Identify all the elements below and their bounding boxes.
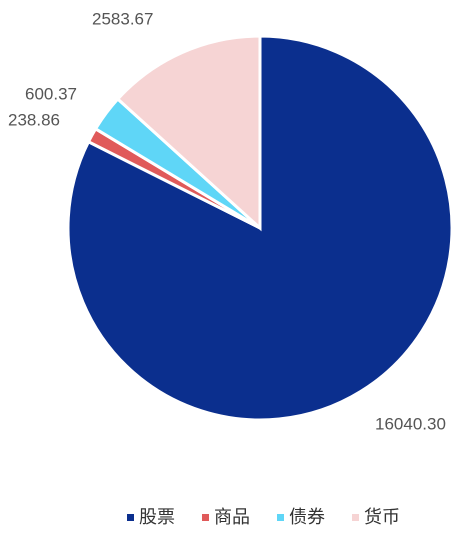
data-label: 238.86: [8, 110, 60, 129]
legend-swatch: [202, 514, 209, 521]
legend-swatch: [277, 514, 284, 521]
legend-label: 商品: [214, 507, 250, 527]
legend-swatch: [127, 514, 134, 521]
legend-label: 股票: [139, 507, 175, 527]
legend-label: 债券: [289, 507, 325, 527]
data-label: 600.37: [25, 84, 77, 103]
legend-label: 货币: [364, 507, 400, 527]
pie-slice: [115, 34, 262, 232]
data-label: 16040.30: [375, 414, 446, 433]
legend-swatch: [352, 514, 359, 521]
data-label: 2583.67: [92, 9, 153, 28]
